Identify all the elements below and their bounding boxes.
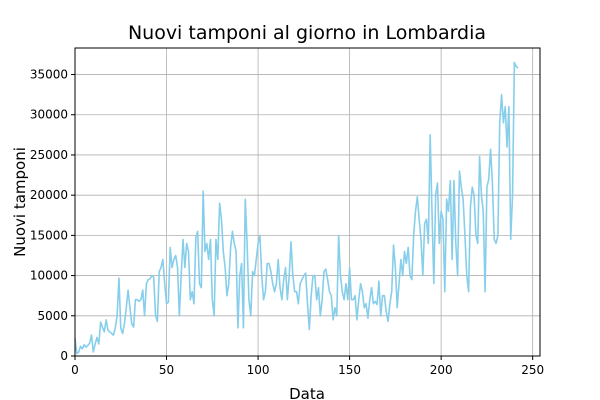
- x-tick-label: 0: [71, 363, 79, 377]
- y-tick-label: 20000: [30, 188, 68, 202]
- data-line: [74, 61, 519, 355]
- x-tick-label: 50: [159, 363, 174, 377]
- x-tick-label: 150: [338, 363, 361, 377]
- x-tick-label: 100: [247, 363, 270, 377]
- chart-title: Nuovi tamponi al giorno in Lombardia: [128, 22, 486, 44]
- y-tick-label: 10000: [30, 269, 68, 283]
- y-tick-label: 5000: [37, 309, 68, 323]
- y-tick-label: 35000: [30, 68, 68, 82]
- y-tick-label: 0: [60, 349, 68, 363]
- x-axis-label: Data: [289, 385, 325, 400]
- y-tick-label: 15000: [30, 228, 68, 242]
- y-tick-label: 25000: [30, 148, 68, 162]
- x-tick-label: 250: [521, 363, 544, 377]
- x-tick-label: 200: [430, 363, 453, 377]
- y-tick-label: 30000: [30, 108, 68, 122]
- y-axis-label: Nuovi tamponi: [11, 147, 29, 257]
- axes-frame: [74, 47, 541, 357]
